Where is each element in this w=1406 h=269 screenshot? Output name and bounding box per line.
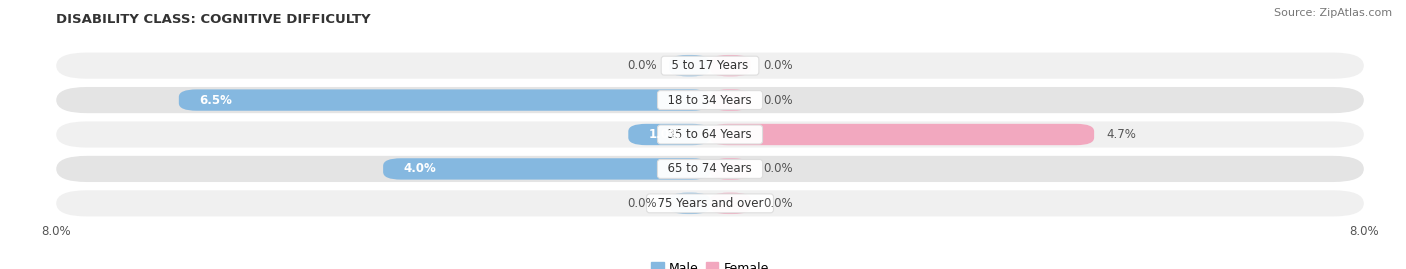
FancyBboxPatch shape bbox=[710, 55, 751, 76]
Text: 65 to 74 Years: 65 to 74 Years bbox=[661, 162, 759, 175]
Text: DISABILITY CLASS: COGNITIVE DIFFICULTY: DISABILITY CLASS: COGNITIVE DIFFICULTY bbox=[56, 13, 371, 26]
Text: 75 Years and over: 75 Years and over bbox=[650, 197, 770, 210]
FancyBboxPatch shape bbox=[669, 193, 710, 214]
Text: 18 to 34 Years: 18 to 34 Years bbox=[661, 94, 759, 107]
Text: 0.0%: 0.0% bbox=[763, 197, 793, 210]
FancyBboxPatch shape bbox=[56, 87, 1364, 113]
FancyBboxPatch shape bbox=[710, 89, 751, 111]
FancyBboxPatch shape bbox=[179, 89, 710, 111]
FancyBboxPatch shape bbox=[56, 156, 1364, 182]
Text: 4.0%: 4.0% bbox=[404, 162, 436, 175]
Text: 4.7%: 4.7% bbox=[1107, 128, 1136, 141]
FancyBboxPatch shape bbox=[669, 55, 710, 76]
Text: 0.0%: 0.0% bbox=[763, 162, 793, 175]
FancyBboxPatch shape bbox=[56, 121, 1364, 148]
FancyBboxPatch shape bbox=[710, 193, 751, 214]
Text: 5 to 17 Years: 5 to 17 Years bbox=[664, 59, 756, 72]
FancyBboxPatch shape bbox=[56, 190, 1364, 217]
FancyBboxPatch shape bbox=[382, 158, 710, 180]
Text: 0.0%: 0.0% bbox=[627, 59, 657, 72]
Text: 0.0%: 0.0% bbox=[763, 94, 793, 107]
Legend: Male, Female: Male, Female bbox=[647, 257, 773, 269]
Text: 6.5%: 6.5% bbox=[200, 94, 232, 107]
Text: 1.0%: 1.0% bbox=[648, 128, 682, 141]
Text: 0.0%: 0.0% bbox=[763, 59, 793, 72]
FancyBboxPatch shape bbox=[628, 124, 710, 145]
FancyBboxPatch shape bbox=[56, 52, 1364, 79]
Text: Source: ZipAtlas.com: Source: ZipAtlas.com bbox=[1274, 8, 1392, 18]
Text: 0.0%: 0.0% bbox=[627, 197, 657, 210]
Text: 35 to 64 Years: 35 to 64 Years bbox=[661, 128, 759, 141]
FancyBboxPatch shape bbox=[710, 158, 751, 180]
FancyBboxPatch shape bbox=[710, 124, 1094, 145]
